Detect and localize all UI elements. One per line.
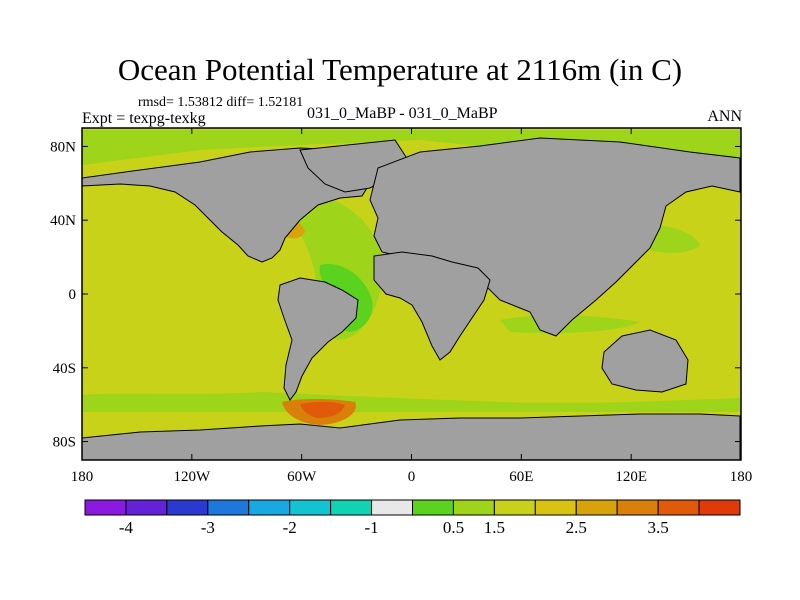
weddell-warm-core xyxy=(300,401,345,418)
colorbar-box xyxy=(534,499,577,516)
colorbar-box xyxy=(207,499,250,516)
colorbar-box xyxy=(125,499,168,516)
x-tick-label: 180 xyxy=(730,469,753,485)
antarctica xyxy=(82,413,741,460)
case-label: 031_0_MaBP - 031_0_MaBP xyxy=(307,105,498,122)
experiment-label: Expt = texpg-texkg xyxy=(82,110,206,127)
colorbar-label: -2 xyxy=(283,518,297,537)
colorbar-label: 1.5 xyxy=(484,518,505,537)
north-america xyxy=(82,147,373,263)
stats-text: rmsd= 1.53812 diff= 1.52181 xyxy=(138,95,304,110)
southern-ocean-anomaly xyxy=(82,392,740,412)
colorbar-label: -1 xyxy=(364,518,378,537)
colorbar-label: 0.5 xyxy=(443,518,464,537)
y-tick-label: 0 xyxy=(69,287,77,303)
colorbar-box xyxy=(371,499,413,516)
x-tick-label: 120E xyxy=(615,469,647,485)
colorbar-box xyxy=(575,499,618,516)
y-tick-label: 40S xyxy=(53,361,76,377)
x-tick-label: 180 xyxy=(71,469,94,485)
y-tick-label: 80S xyxy=(53,435,76,451)
colorbar-box xyxy=(452,499,495,516)
colorbar-label: -3 xyxy=(201,518,215,537)
colorbar-box xyxy=(616,499,659,516)
colorbar: -4 -3 -2 -1 0.5 1.5 2.5 3.5 xyxy=(84,499,741,537)
colorbar-label: 3.5 xyxy=(648,518,669,537)
page-title: Ocean Potential Temperature at 2116m (in… xyxy=(117,52,683,87)
season-label: ANN xyxy=(707,108,742,125)
map-area xyxy=(82,128,741,460)
colorbar-box xyxy=(289,499,332,516)
colorbar-box xyxy=(248,499,291,516)
x-tick-label: 120W xyxy=(173,469,211,485)
colorbar-label: -4 xyxy=(119,518,134,537)
south-america xyxy=(277,277,359,401)
colorbar-box xyxy=(698,499,741,516)
y-tick-label: 40N xyxy=(50,213,76,229)
colorbar-box xyxy=(166,499,209,516)
africa xyxy=(373,251,491,361)
land-masses xyxy=(82,137,741,460)
colorbar-box xyxy=(330,499,373,516)
y-tick-label: 80N xyxy=(50,139,76,155)
colorbar-box xyxy=(493,499,536,516)
axis-ticks: 180 120W 60W 0 60E 120E 180 80N 40N 0 40S 80S xyxy=(50,128,752,485)
x-tick-label: 60E xyxy=(509,469,533,485)
x-tick-label: 60W xyxy=(287,469,317,485)
australia xyxy=(601,329,689,393)
colorbar-box xyxy=(657,499,700,516)
colorbar-box xyxy=(84,499,127,516)
colorbar-box xyxy=(412,499,454,516)
colorbar-label: 2.5 xyxy=(566,518,587,537)
x-tick-label: 0 xyxy=(408,469,416,485)
